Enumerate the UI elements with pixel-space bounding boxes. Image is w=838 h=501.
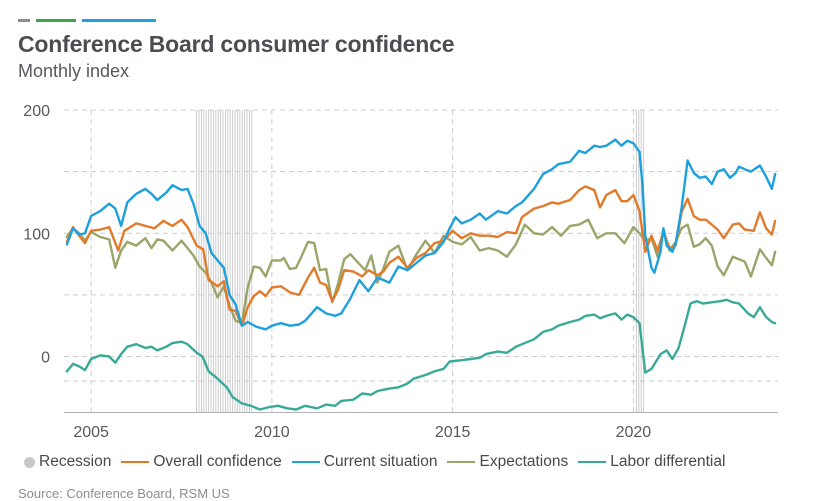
series-line-overall-confidence (65, 185, 777, 327)
overall-swatch (121, 461, 150, 463)
y-tick-label: 100 (23, 226, 50, 243)
legend-label-overall: Overall confidence (153, 453, 282, 470)
legend-item-recession: Recession (24, 453, 111, 471)
legend-label-recession: Recession (39, 453, 112, 470)
x-tick-label: 2020 (616, 424, 652, 441)
labor-swatch (578, 461, 607, 463)
legend-item-overall: Overall confidence (121, 453, 282, 471)
legend-label-expectations: Expectations (479, 453, 569, 470)
y-tick-label: 200 (23, 103, 50, 120)
legend-label-labor: Labor differential (610, 453, 726, 470)
blue-key-bar (82, 19, 156, 22)
current-swatch (291, 461, 320, 463)
source-note: Source: Conference Board, RSM US (18, 486, 230, 501)
chart-legend: Recession Overall confidence Current sit… (24, 452, 735, 472)
legend-item-expectations: Expectations (447, 453, 568, 471)
line-chart: 0 100 200 2005 2010 2015 2020 (23, 103, 778, 441)
legend-item-labor: Labor differential (578, 453, 725, 471)
series-line-expectations (65, 218, 777, 325)
x-tick-label: 2005 (73, 424, 109, 441)
expectations-swatch (447, 461, 476, 463)
color-key-bars (18, 19, 156, 25)
legend-item-current: Current situation (291, 453, 438, 471)
series-line-labor-differential (65, 298, 777, 411)
recession-swatch (24, 456, 35, 468)
x-tick-label: 2010 (254, 424, 290, 441)
gray-key-bar (18, 19, 30, 22)
legend-label-current: Current situation (323, 453, 438, 470)
y-tick-label: 0 (41, 350, 50, 367)
chart-subtitle: Monthly index (18, 61, 130, 81)
chart-title: Conference Board consumer confidence (18, 31, 455, 57)
series-line-current-situation (65, 138, 777, 331)
green-key-bar (36, 19, 76, 22)
x-tick-label: 2015 (435, 424, 471, 441)
